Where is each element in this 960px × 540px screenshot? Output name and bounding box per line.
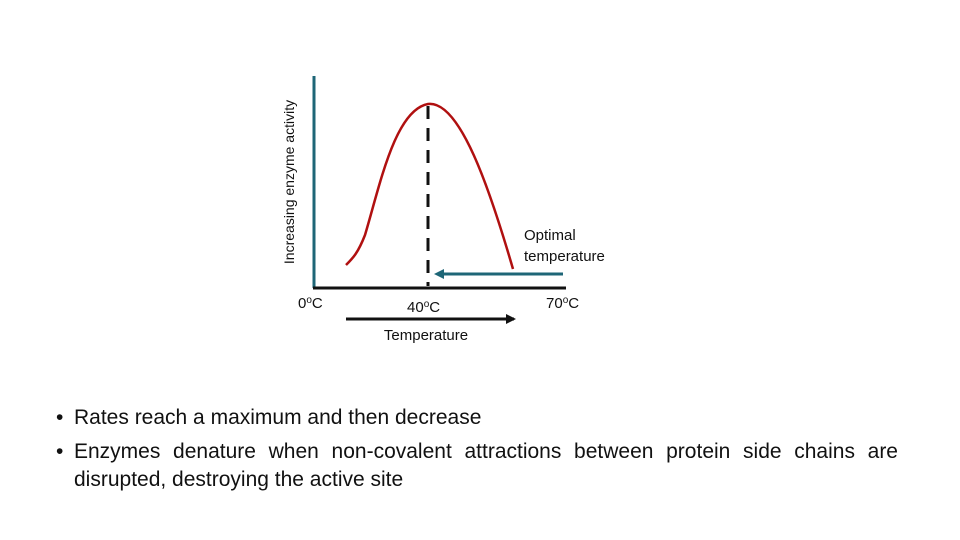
tick-label-right: 70oC [546, 295, 579, 312]
tick-label-mid: 40oC [407, 299, 440, 316]
bullet-marker: • [56, 406, 64, 429]
bullet-list: • Rates reach a maximum and then decreas… [56, 404, 898, 500]
tick-label-left: 0oC [298, 295, 323, 312]
bullet-item: • Enzymes denature when non-covalent att… [56, 438, 898, 494]
annotation-line-1: Optimal [524, 227, 576, 244]
bullet-text: Rates reach a maximum and then decrease [74, 406, 482, 429]
bullet-text: Enzymes denature when non-covalent attra… [74, 440, 898, 491]
y-axis-label: Increasing enzyme activity [281, 100, 297, 264]
bullet-item: • Rates reach a maximum and then decreas… [56, 404, 898, 432]
bullet-marker: • [56, 440, 64, 463]
activity-curve [345, 102, 515, 270]
enzyme-activity-diagram: Optimal temperature Increasing enzyme ac… [281, 76, 605, 344]
annotation-line-2: temperature [524, 248, 605, 265]
x-axis-label: Temperature [384, 327, 468, 344]
